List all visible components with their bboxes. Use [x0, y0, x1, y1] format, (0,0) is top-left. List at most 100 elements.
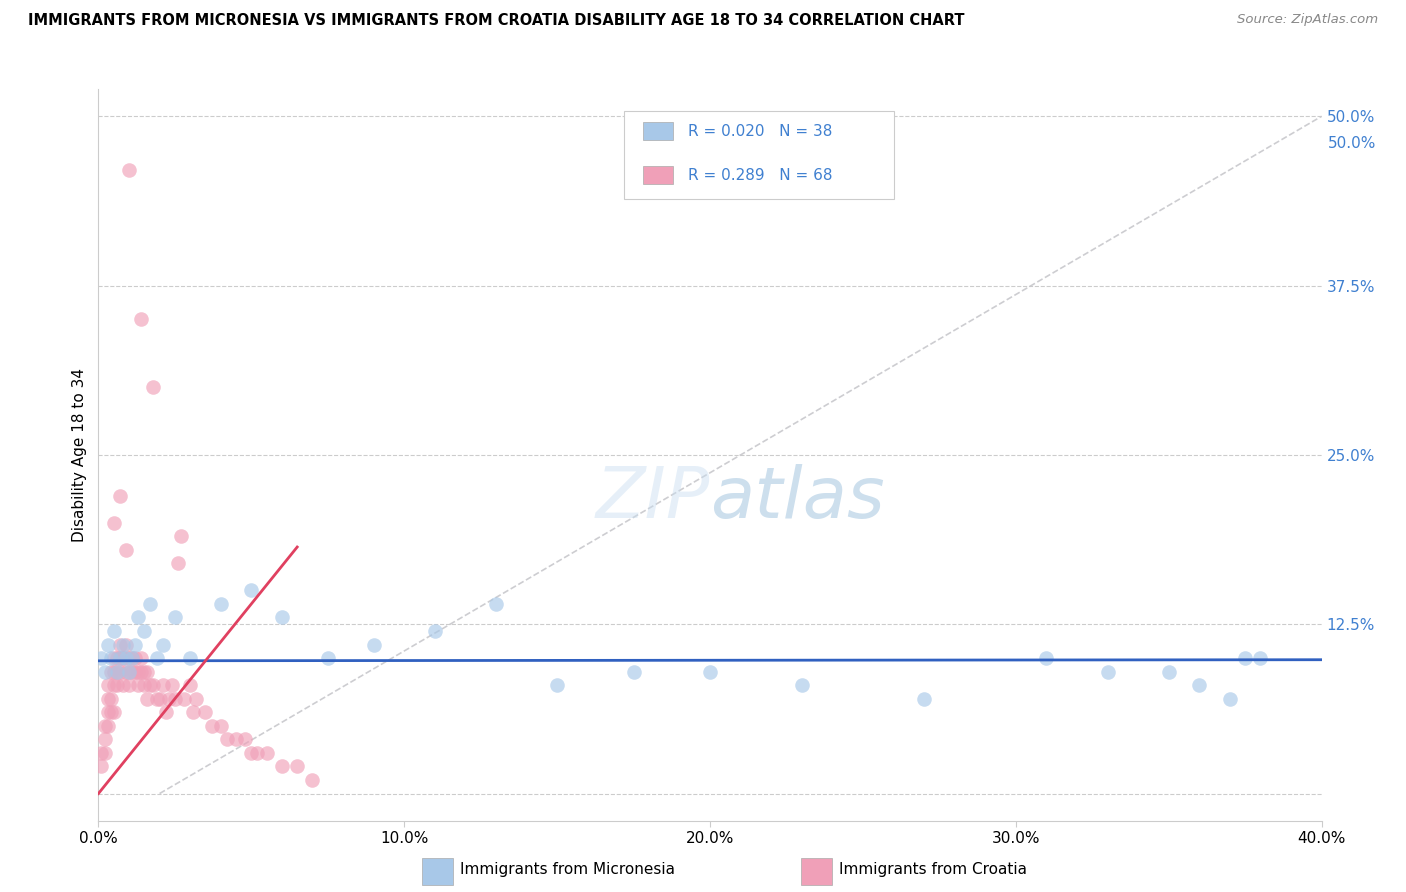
- Point: [105, 665, 128, 679]
- Text: Source: ZipAtlas.com: Source: ZipAtlas.com: [1237, 13, 1378, 27]
- Point: [93, 746, 115, 760]
- Point: [152, 678, 174, 692]
- Point: [1188, 678, 1211, 692]
- Point: [173, 691, 195, 706]
- Point: [134, 665, 156, 679]
- Point: [118, 678, 141, 692]
- Point: [103, 678, 125, 692]
- Point: [127, 678, 149, 692]
- Point: [90, 759, 112, 773]
- Point: [115, 638, 138, 652]
- Point: [179, 651, 201, 665]
- Text: R = 0.289   N = 68: R = 0.289 N = 68: [688, 168, 832, 183]
- Point: [316, 651, 339, 665]
- Point: [1157, 665, 1180, 679]
- Point: [699, 665, 721, 679]
- Point: [209, 597, 232, 611]
- Point: [423, 624, 446, 638]
- Point: [108, 638, 131, 652]
- Point: [97, 691, 120, 706]
- Point: [97, 678, 120, 692]
- Point: [485, 597, 508, 611]
- Point: [127, 665, 149, 679]
- Point: [111, 651, 134, 665]
- Point: [270, 610, 292, 624]
- Point: [363, 638, 385, 652]
- Point: [93, 732, 115, 747]
- Point: [124, 638, 146, 652]
- Point: [100, 651, 122, 665]
- FancyBboxPatch shape: [643, 122, 673, 140]
- Point: [108, 665, 131, 679]
- Point: [200, 719, 222, 733]
- Point: [270, 759, 292, 773]
- Point: [139, 678, 162, 692]
- Point: [115, 542, 138, 557]
- Point: [118, 665, 141, 679]
- Point: [1097, 665, 1119, 679]
- Point: [129, 651, 152, 665]
- Point: [121, 665, 143, 679]
- Point: [215, 732, 238, 747]
- Point: [145, 691, 167, 706]
- Point: [179, 678, 201, 692]
- Point: [170, 529, 193, 543]
- Point: [129, 665, 152, 679]
- Text: atlas: atlas: [710, 465, 884, 533]
- Point: [145, 651, 167, 665]
- Point: [121, 651, 143, 665]
- Point: [103, 516, 125, 530]
- Point: [118, 665, 141, 679]
- Point: [256, 746, 278, 760]
- Point: [790, 678, 813, 692]
- Point: [240, 746, 263, 760]
- Point: [93, 719, 115, 733]
- Point: [103, 651, 125, 665]
- Point: [100, 706, 122, 720]
- Point: [100, 691, 122, 706]
- Point: [108, 651, 131, 665]
- Point: [301, 772, 323, 787]
- Text: 50.0%: 50.0%: [1327, 136, 1376, 151]
- Point: [108, 489, 131, 503]
- Point: [285, 759, 308, 773]
- Point: [115, 665, 138, 679]
- Point: [142, 380, 165, 394]
- Point: [118, 651, 141, 665]
- Point: [163, 610, 186, 624]
- Point: [1249, 651, 1271, 665]
- Point: [111, 651, 134, 665]
- Point: [209, 719, 232, 733]
- Point: [121, 651, 143, 665]
- Point: [103, 665, 125, 679]
- FancyBboxPatch shape: [643, 166, 673, 185]
- Point: [105, 665, 128, 679]
- Point: [115, 651, 138, 665]
- Point: [142, 678, 165, 692]
- Point: [134, 678, 156, 692]
- Point: [246, 746, 269, 760]
- Text: ZIP: ZIP: [596, 465, 710, 533]
- Point: [136, 691, 159, 706]
- Point: [105, 651, 128, 665]
- Point: [129, 312, 152, 326]
- Point: [155, 706, 177, 720]
- Point: [194, 706, 217, 720]
- FancyBboxPatch shape: [624, 112, 894, 199]
- Point: [118, 163, 141, 178]
- Point: [134, 624, 156, 638]
- Point: [105, 678, 128, 692]
- Point: [152, 638, 174, 652]
- Point: [100, 665, 122, 679]
- Point: [225, 732, 247, 747]
- Point: [1219, 691, 1241, 706]
- Point: [108, 651, 131, 665]
- Point: [97, 706, 120, 720]
- Point: [124, 665, 146, 679]
- Text: Immigrants from Croatia: Immigrants from Croatia: [839, 863, 1028, 877]
- Point: [167, 556, 190, 570]
- Point: [233, 732, 256, 747]
- Point: [1035, 651, 1057, 665]
- Point: [1234, 651, 1257, 665]
- Point: [93, 665, 115, 679]
